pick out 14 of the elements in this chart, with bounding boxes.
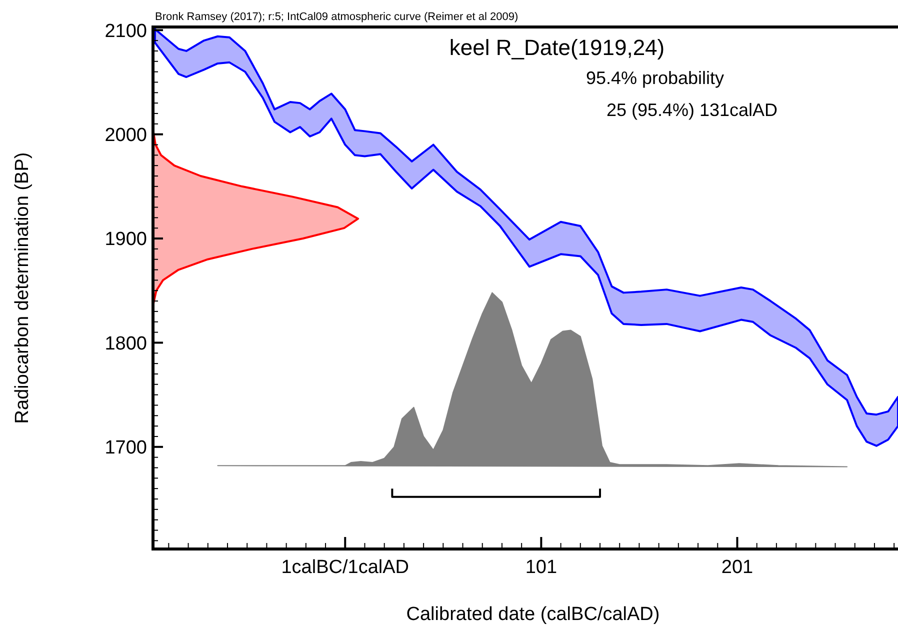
- x-tick-label: 1calBC/1calAD: [281, 557, 410, 578]
- y-tick-label: 2100: [104, 20, 147, 42]
- text: Bronk Ramsey (2017); r:5; IntCal09 atmospheric curve (Reimer et al 2009): [155, 11, 518, 23]
- x-tick-label: 201: [721, 557, 754, 578]
- x-axis-title: Calibrated date (calBC/calAD): [406, 604, 660, 625]
- annotation: 25 (95.4%) 131calAD: [606, 100, 778, 120]
- y-tick-label: 2000: [104, 124, 147, 146]
- y-tick-label: 1800: [104, 333, 147, 354]
- y-tick-label: 1900: [104, 229, 147, 250]
- y-tick-label: 1700: [104, 438, 147, 459]
- y-axis-title: Radiocarbon determination (BP): [12, 152, 33, 424]
- text: 95.4% probability: [586, 68, 724, 88]
- x-tick-label: 101: [525, 557, 558, 578]
- chart-title: keel R_Date(1919,24): [449, 35, 665, 60]
